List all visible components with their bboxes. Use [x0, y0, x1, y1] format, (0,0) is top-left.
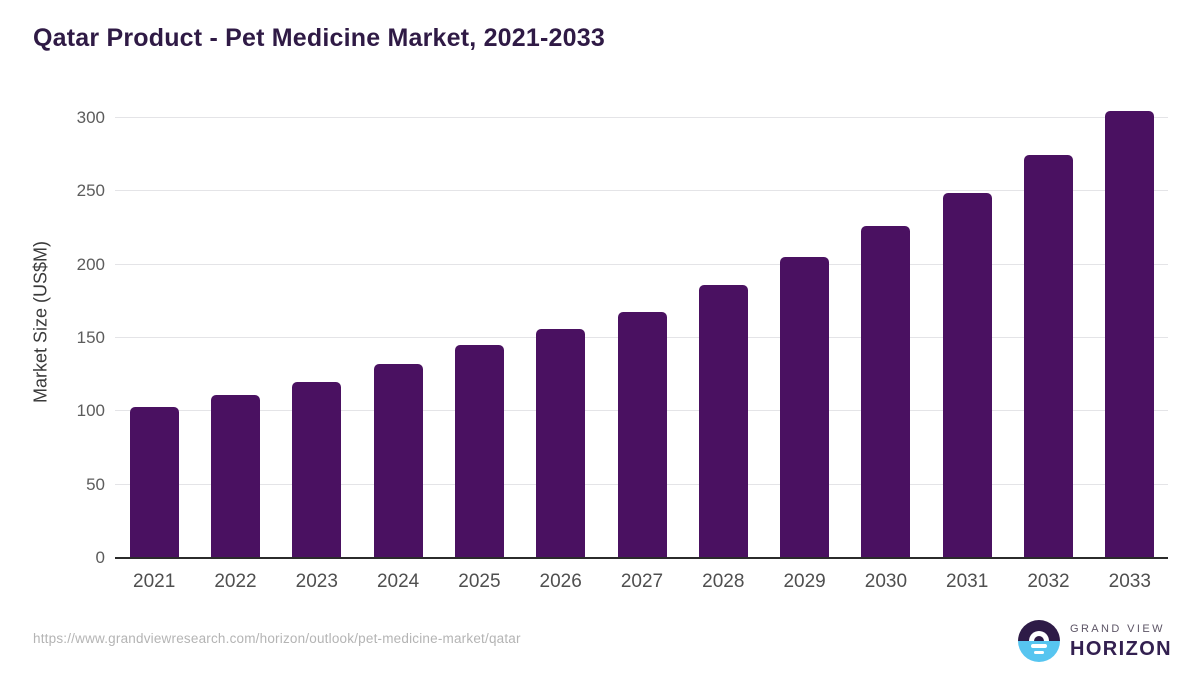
y-tick-label-0: 0: [95, 548, 105, 567]
bar-2022: [211, 395, 260, 558]
bar-2025: [454, 345, 504, 558]
bar-2027: [617, 311, 667, 558]
sunrise-horizon-icon: [1018, 620, 1060, 662]
y-tick-label-250: 250: [76, 181, 105, 201]
sun-arch-shape: [1029, 631, 1049, 641]
x-axis-line: [115, 557, 1168, 559]
bar-2021: [129, 406, 179, 558]
gridline-200: [115, 263, 1168, 265]
bar-2031: [942, 192, 992, 558]
bar-chart-plot-area: [115, 90, 1168, 559]
gridline-250: [115, 190, 1168, 192]
y-tick-label-150: 150: [76, 327, 105, 347]
reflection-line-2: [1034, 651, 1044, 654]
x-tick-label-2021: 2021: [133, 571, 176, 592]
y-tick-label-200: 200: [76, 254, 105, 274]
x-tick-label-2022: 2022: [214, 571, 257, 592]
chart-title: Qatar Product - Pet Medicine Market, 202…: [33, 24, 605, 52]
bar-2033: [1105, 110, 1155, 558]
x-tick-label-2030: 2030: [864, 571, 908, 592]
bar-2024: [373, 364, 423, 558]
source-url: https://www.grandviewresearch.com/horizo…: [33, 631, 521, 646]
bar-2028: [698, 285, 748, 558]
bar-2026: [536, 329, 586, 558]
y-tick-label-100: 100: [76, 401, 105, 421]
x-tick-label-2028: 2028: [702, 571, 745, 592]
reflection-line-1: [1031, 644, 1047, 648]
y-tick-label-300: 300: [76, 107, 105, 127]
x-tick-label-2023: 2023: [295, 571, 338, 592]
bar-2023: [292, 381, 342, 558]
bar-2030: [861, 226, 911, 558]
bar-2032: [1024, 154, 1073, 558]
x-tick-label-2032: 2032: [1027, 571, 1070, 592]
logo-brand-top: GRAND VIEW: [1070, 622, 1165, 635]
y-tick-label-50: 50: [86, 474, 105, 494]
gridline-300: [115, 116, 1168, 118]
x-tick-label-2033: 2033: [1108, 571, 1151, 592]
logo-brand-bottom: HORIZON: [1070, 637, 1173, 660]
x-tick-label-2031: 2031: [946, 571, 989, 592]
x-tick-label-2024: 2024: [376, 571, 420, 592]
logo-text: GRAND VIEW HORIZON: [1070, 622, 1173, 660]
bar-2029: [780, 257, 830, 558]
x-tick-label-2029: 2029: [783, 571, 826, 592]
grand-view-horizon-logo: GRAND VIEW HORIZON: [1018, 620, 1172, 662]
x-tick-label-2026: 2026: [539, 571, 582, 592]
x-tick-label-2025: 2025: [458, 571, 501, 592]
x-tick-label-2027: 2027: [620, 571, 664, 592]
